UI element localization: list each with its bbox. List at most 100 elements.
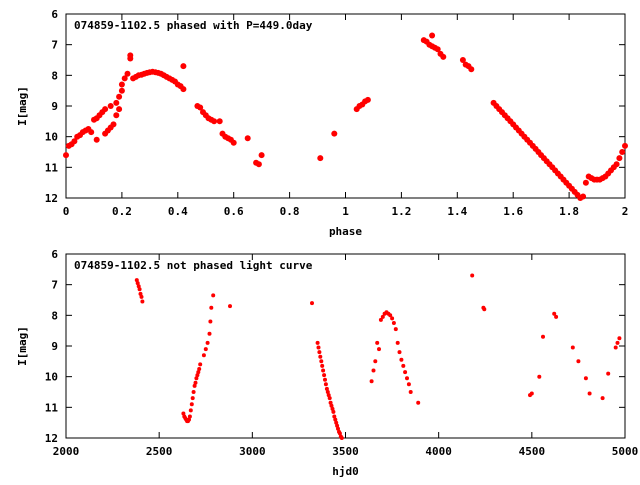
data-point <box>377 347 381 352</box>
data-point <box>335 423 340 428</box>
data-point <box>195 373 200 378</box>
data-point <box>113 112 120 119</box>
data-point <box>63 152 69 159</box>
x-tick-label: 4000 <box>425 445 452 458</box>
x-tick-label: 4500 <box>519 445 546 458</box>
data-point <box>331 130 338 137</box>
data-point <box>310 301 314 306</box>
data-point <box>408 390 413 394</box>
data-point <box>127 52 134 59</box>
data-point <box>606 371 611 376</box>
data-point <box>371 368 376 373</box>
data-point <box>403 370 408 375</box>
data-point <box>317 350 322 355</box>
data-point <box>429 32 436 39</box>
data-point <box>327 396 332 401</box>
data-point <box>323 382 328 387</box>
data-point <box>315 340 320 345</box>
data-point <box>332 414 337 419</box>
data-point <box>118 87 125 94</box>
x-axis-label: hjd0 <box>332 465 359 478</box>
data-point <box>102 106 109 113</box>
data-point <box>191 390 196 394</box>
x-tick-label: 0.4 <box>168 205 188 218</box>
data-point <box>331 409 336 414</box>
y-tick-label: 7 <box>51 279 58 292</box>
data-point <box>190 396 195 401</box>
plot-frame <box>65 253 626 439</box>
y-tick-label: 10 <box>45 131 58 144</box>
data-point <box>136 284 141 289</box>
data-point <box>318 354 323 359</box>
data-point <box>619 149 626 155</box>
data-point <box>440 53 447 60</box>
x-tick-label: 2 <box>622 205 629 218</box>
data-point <box>401 363 406 368</box>
y-tick-label: 8 <box>51 69 58 82</box>
data-point <box>230 139 237 146</box>
data-point <box>320 363 325 368</box>
data-point <box>364 96 371 103</box>
y-axis-label: I[mag] <box>16 86 29 126</box>
data-point <box>334 420 339 425</box>
data-point <box>369 379 374 384</box>
y-tick-label: 9 <box>51 100 58 113</box>
data-point <box>205 340 210 345</box>
data-point <box>399 357 404 362</box>
data-point <box>140 299 145 304</box>
y-axis-label: I[mag] <box>16 326 29 366</box>
data-point <box>393 327 398 332</box>
x-tick-label: 3000 <box>239 445 266 458</box>
data-point <box>192 383 197 388</box>
data-point <box>613 161 620 168</box>
data-point <box>390 316 395 321</box>
data-point <box>116 106 123 113</box>
data-point <box>339 436 344 440</box>
data-point <box>468 66 475 73</box>
data-point <box>615 340 620 345</box>
data-point <box>321 368 326 373</box>
x-tick-label: 1.2 <box>391 205 411 218</box>
data-point <box>330 406 335 411</box>
data-point <box>378 317 383 322</box>
y-tick-label: 11 <box>45 401 59 414</box>
data-point <box>324 386 329 391</box>
y-tick-label: 11 <box>45 161 59 174</box>
data-point <box>196 370 201 375</box>
data-point <box>180 86 187 93</box>
data-point <box>576 359 581 364</box>
x-tick-label: 2000 <box>53 445 80 458</box>
y-tick-label: 6 <box>51 248 58 261</box>
data-point <box>325 390 330 394</box>
chart-title: 074859-1102.5 not phased light curve <box>74 259 313 272</box>
unphased-light-curve-panel: 074859-1102.5 not phased light curve hjd… <box>16 248 638 478</box>
data-point <box>118 81 125 88</box>
data-point <box>317 155 324 162</box>
data-point <box>121 75 128 82</box>
data-point <box>113 99 120 106</box>
y-tick-label: 12 <box>45 192 58 205</box>
data-point <box>316 345 321 350</box>
y-tick-label: 8 <box>51 309 58 322</box>
data-point <box>197 367 202 371</box>
data-point <box>93 136 100 143</box>
data-point <box>552 311 557 316</box>
data-point <box>375 340 380 345</box>
data-point <box>209 305 214 310</box>
axis-ticks: 2000 2500 3000 3500 4000 4500 5000 6 7 8 9 10 11 12 <box>45 248 639 458</box>
phased-light-curve-panel: 074859-1102.5 phased with P=449.0day pha… <box>16 8 628 238</box>
data-point <box>333 417 338 422</box>
data-point <box>193 380 198 385</box>
data-point <box>188 408 193 413</box>
data-point <box>613 345 618 350</box>
data-point <box>582 179 589 186</box>
data-point <box>258 152 265 159</box>
data-point <box>322 373 327 378</box>
data-point <box>228 304 232 309</box>
data-point <box>583 376 588 381</box>
data-point <box>208 319 213 324</box>
data-point <box>622 142 628 149</box>
y-tick-label: 12 <box>45 432 58 445</box>
y-tick-label: 7 <box>51 39 58 52</box>
